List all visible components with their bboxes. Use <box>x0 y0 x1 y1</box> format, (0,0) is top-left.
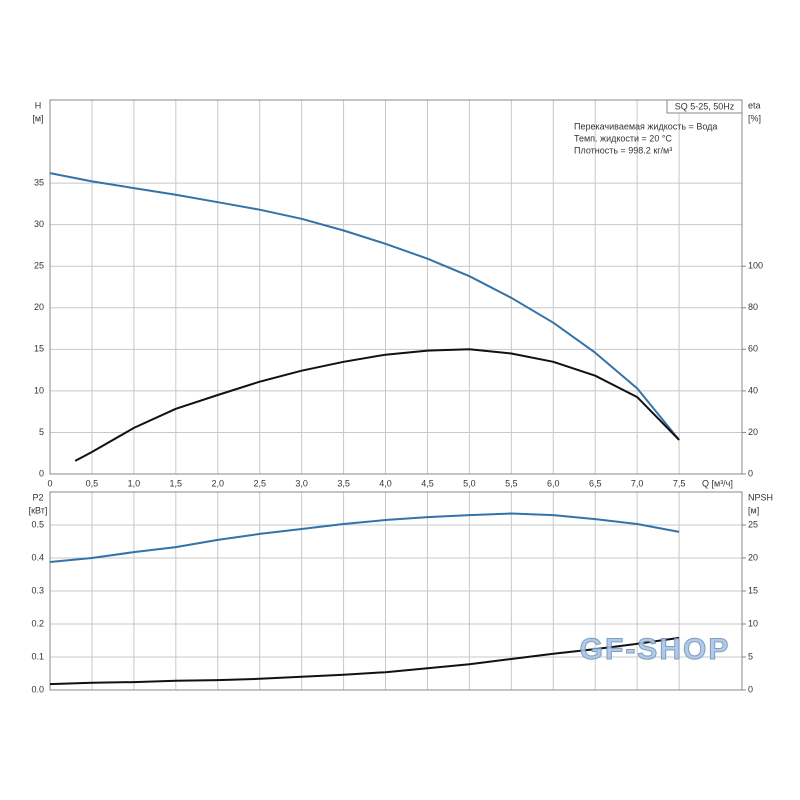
x-tick-label: 0,5 <box>86 478 99 488</box>
annotation: Перекачиваемая жидкость = Вода <box>574 121 717 131</box>
y-tick-label: 25 <box>34 261 44 271</box>
y2-tick-label: 15 <box>748 585 758 595</box>
y2-axis-unit: [%] <box>748 113 761 123</box>
x-axis-label: Q [м³/ч] <box>702 478 733 488</box>
y2-axis-label: NPSH <box>748 492 773 502</box>
x-tick-label: 2,5 <box>253 478 266 488</box>
x-tick-label: 5,5 <box>505 478 518 488</box>
annotation: Темп. жидкости = 20 °C <box>574 133 672 143</box>
y2-axis-label: eta <box>748 100 761 110</box>
y-tick-label: 5 <box>39 427 44 437</box>
x-tick-label: 4,5 <box>421 478 434 488</box>
x-tick-label: 1,5 <box>170 478 183 488</box>
x-tick-label: 6,5 <box>589 478 602 488</box>
y2-tick-label: 80 <box>748 302 758 312</box>
x-tick-label: 4,0 <box>379 478 392 488</box>
y-tick-label: 0.4 <box>31 552 44 562</box>
x-tick-label: 1,0 <box>128 478 141 488</box>
chart-title: SQ 5-25, 50Hz <box>675 101 735 111</box>
x-tick-label: 7,5 <box>673 478 686 488</box>
y2-tick-label: 25 <box>748 519 758 529</box>
curve <box>74 348 680 462</box>
y-axis-unit: [м] <box>32 113 43 123</box>
y2-tick-label: 40 <box>748 385 758 395</box>
y-tick-label: 10 <box>34 385 44 395</box>
y-tick-label: 0.5 <box>31 519 44 529</box>
y2-axis-unit: [м] <box>748 505 759 515</box>
y2-tick-label: 20 <box>748 427 758 437</box>
title-box <box>666 99 743 114</box>
x-tick-label: 2,0 <box>211 478 224 488</box>
x-tick-label: 3,0 <box>295 478 308 488</box>
y2-tick-label: 100 <box>748 261 763 271</box>
y-tick-label: 30 <box>34 219 44 229</box>
plot-frame <box>49 99 743 475</box>
annotation: Плотность = 998.2 кг/м³ <box>574 145 672 155</box>
y-axis-label: H <box>35 100 42 110</box>
curve <box>49 512 680 563</box>
curve <box>49 636 680 686</box>
y-tick-label: 0.0 <box>31 684 44 694</box>
plot-frame <box>49 491 743 691</box>
y-tick-label: 0.1 <box>31 651 44 661</box>
y2-tick-label: 0 <box>748 468 753 478</box>
x-tick-label: 0 <box>47 478 52 488</box>
y2-tick-label: 20 <box>748 552 758 562</box>
y-tick-label: 0.3 <box>31 585 44 595</box>
y-tick-label: 0 <box>39 468 44 478</box>
y-tick-label: 20 <box>34 302 44 312</box>
x-tick-label: 7,0 <box>631 478 644 488</box>
y2-tick-label: 60 <box>748 344 758 354</box>
x-tick-label: 6,0 <box>547 478 560 488</box>
x-tick-label: 3,5 <box>337 478 350 488</box>
watermark: GF-SHOP <box>580 633 731 666</box>
y-axis-unit: [кВт] <box>29 505 48 515</box>
y-tick-label: 15 <box>34 344 44 354</box>
y-tick-label: 0.2 <box>31 618 44 628</box>
y2-tick-label: 5 <box>748 651 753 661</box>
y2-tick-label: 0 <box>748 684 753 694</box>
y-axis-label: P2 <box>32 492 43 502</box>
x-tick-label: 5,0 <box>463 478 476 488</box>
y-tick-label: 35 <box>34 177 44 187</box>
y2-tick-label: 10 <box>748 618 758 628</box>
curve <box>49 172 680 441</box>
